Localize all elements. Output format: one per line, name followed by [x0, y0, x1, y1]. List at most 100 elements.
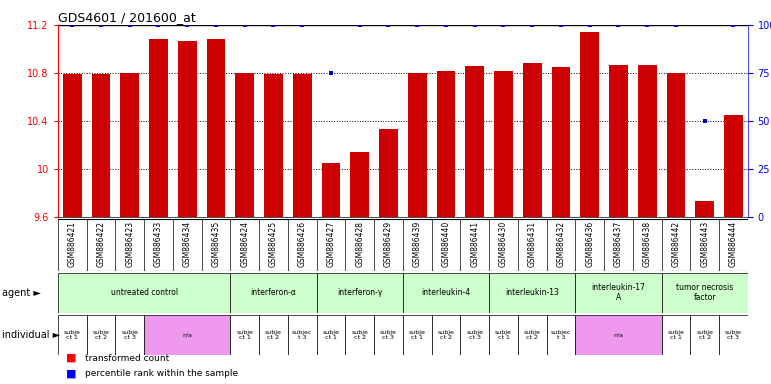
- Bar: [86, 315, 116, 355]
- Bar: [575, 315, 662, 355]
- Text: subje
ct 2: subje ct 2: [352, 329, 369, 341]
- Bar: [374, 315, 402, 355]
- Bar: [116, 315, 144, 355]
- Bar: [494, 71, 513, 217]
- Bar: [231, 273, 317, 313]
- Text: GSM886440: GSM886440: [442, 221, 450, 267]
- Bar: [719, 315, 748, 355]
- Text: GSM886421: GSM886421: [68, 221, 76, 267]
- Text: GSM886424: GSM886424: [241, 221, 249, 267]
- Bar: [92, 74, 110, 217]
- Bar: [58, 315, 86, 355]
- Bar: [144, 315, 231, 355]
- Text: subjec
t 3: subjec t 3: [292, 329, 312, 341]
- Text: subje
ct 2: subje ct 2: [524, 329, 540, 341]
- Text: subje
ct 2: subje ct 2: [93, 329, 109, 341]
- Text: GDS4601 / 201600_at: GDS4601 / 201600_at: [58, 12, 196, 25]
- Bar: [547, 315, 575, 355]
- Text: GSM886441: GSM886441: [470, 221, 480, 267]
- Bar: [264, 74, 283, 217]
- Text: GSM886422: GSM886422: [96, 221, 106, 267]
- Text: GSM886428: GSM886428: [355, 221, 364, 267]
- Bar: [322, 163, 340, 217]
- Text: subjec
t 3: subjec t 3: [550, 329, 571, 341]
- Text: GSM886442: GSM886442: [672, 221, 681, 267]
- Text: agent ►: agent ►: [2, 288, 41, 298]
- Text: subje
ct 3: subje ct 3: [380, 329, 397, 341]
- Text: tumor necrosis
factor: tumor necrosis factor: [676, 283, 733, 303]
- Text: interferon-α: interferon-α: [251, 288, 296, 297]
- Text: GSM886427: GSM886427: [326, 221, 335, 267]
- Text: subje
ct 1: subje ct 1: [236, 329, 253, 341]
- Bar: [638, 65, 657, 217]
- Text: subje
ct 3: subje ct 3: [121, 329, 138, 341]
- Text: GSM886434: GSM886434: [183, 221, 192, 267]
- Text: subje
ct 1: subje ct 1: [409, 329, 426, 341]
- Text: GSM886438: GSM886438: [643, 221, 651, 267]
- Bar: [489, 315, 518, 355]
- Bar: [724, 115, 742, 217]
- Bar: [690, 315, 719, 355]
- Text: subje
ct 1: subje ct 1: [322, 329, 339, 341]
- Text: GSM886443: GSM886443: [700, 221, 709, 267]
- Text: subje
ct 2: subje ct 2: [265, 329, 282, 341]
- Text: interferon-γ: interferon-γ: [337, 288, 382, 297]
- Bar: [466, 66, 484, 217]
- Text: n/a: n/a: [614, 333, 624, 338]
- Bar: [235, 73, 254, 217]
- Text: GSM886429: GSM886429: [384, 221, 393, 267]
- Text: GSM886437: GSM886437: [614, 221, 623, 267]
- Bar: [518, 315, 547, 355]
- Bar: [207, 39, 225, 217]
- Bar: [436, 71, 456, 217]
- Bar: [178, 41, 197, 217]
- Bar: [317, 273, 402, 313]
- Bar: [402, 273, 489, 313]
- Text: ■: ■: [66, 368, 76, 378]
- Text: interleukin-4: interleukin-4: [422, 288, 470, 297]
- Bar: [408, 73, 426, 217]
- Text: GSM886430: GSM886430: [499, 221, 508, 267]
- Text: GSM886431: GSM886431: [527, 221, 537, 267]
- Text: subje
ct 2: subje ct 2: [437, 329, 454, 341]
- Bar: [63, 74, 82, 217]
- Bar: [259, 315, 288, 355]
- Bar: [149, 39, 168, 217]
- Bar: [58, 273, 231, 313]
- Bar: [402, 315, 432, 355]
- Text: GSM886426: GSM886426: [298, 221, 307, 267]
- Bar: [345, 315, 374, 355]
- Bar: [288, 315, 317, 355]
- Text: subje
ct 3: subje ct 3: [725, 329, 742, 341]
- Text: GSM886435: GSM886435: [211, 221, 221, 267]
- Bar: [460, 315, 489, 355]
- Text: GSM886432: GSM886432: [557, 221, 565, 267]
- Bar: [379, 129, 398, 217]
- Text: individual ►: individual ►: [2, 330, 60, 340]
- Bar: [662, 315, 690, 355]
- Bar: [489, 273, 575, 313]
- Text: subje
ct 1: subje ct 1: [64, 329, 81, 341]
- Text: untreated control: untreated control: [110, 288, 177, 297]
- Bar: [120, 73, 139, 217]
- Text: subje
ct 1: subje ct 1: [495, 329, 512, 341]
- Bar: [695, 201, 714, 217]
- Text: GSM886425: GSM886425: [269, 221, 278, 267]
- Text: GSM886436: GSM886436: [585, 221, 594, 267]
- Text: subje
ct 3: subje ct 3: [466, 329, 483, 341]
- Bar: [667, 73, 685, 217]
- Text: interleukin-13: interleukin-13: [505, 288, 559, 297]
- Bar: [551, 67, 571, 217]
- Text: subje
ct 2: subje ct 2: [696, 329, 713, 341]
- Text: ■: ■: [66, 353, 76, 363]
- Text: GSM886439: GSM886439: [412, 221, 422, 267]
- Bar: [581, 32, 599, 217]
- Bar: [523, 63, 541, 217]
- Text: n/a: n/a: [182, 333, 192, 338]
- Text: subje
ct 1: subje ct 1: [668, 329, 685, 341]
- Bar: [317, 315, 345, 355]
- Text: percentile rank within the sample: percentile rank within the sample: [85, 369, 238, 378]
- Bar: [575, 273, 662, 313]
- Bar: [609, 65, 628, 217]
- Text: GSM886433: GSM886433: [154, 221, 163, 267]
